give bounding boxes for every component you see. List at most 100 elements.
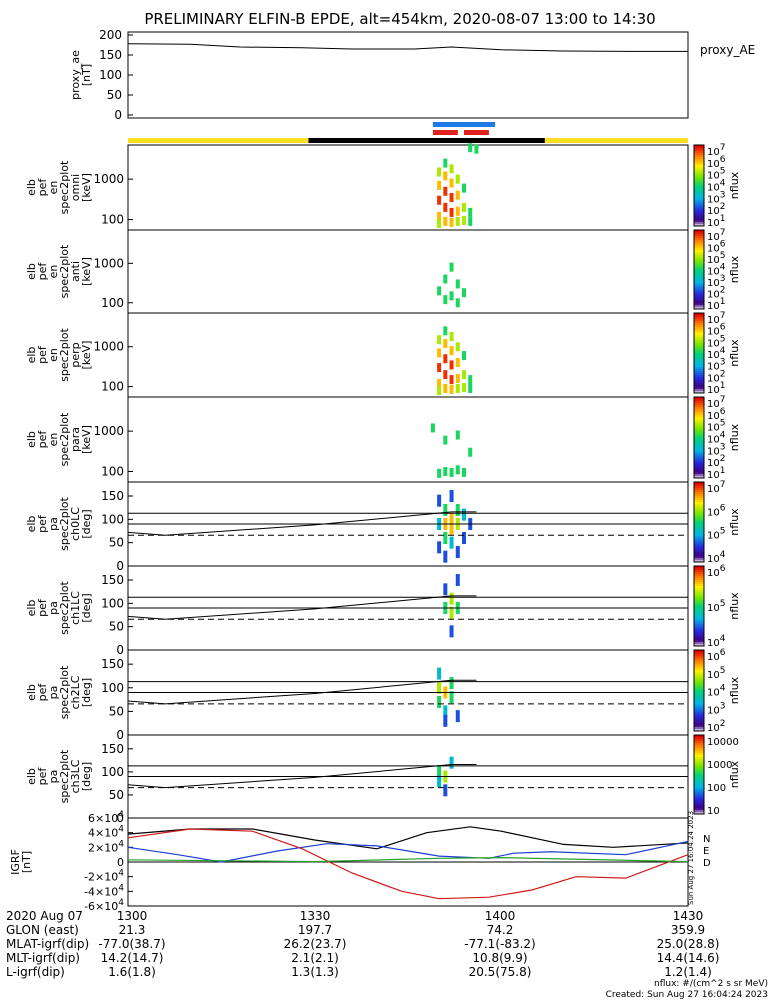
spectrogram-cell [443, 339, 448, 349]
colorbar-cell [694, 423, 704, 426]
spectrogram-en_perp [437, 326, 473, 396]
colorbar-cell [694, 435, 704, 438]
colorbar-cell [694, 259, 704, 263]
colorbar-cell [694, 810, 704, 813]
colorbar-cell [694, 401, 704, 404]
colorbar-tick-label: 107 [707, 143, 725, 158]
colorbar-cell [694, 191, 704, 195]
igrf-ytick-label: -4×104 [84, 883, 124, 898]
spectrogram-cell [443, 550, 448, 563]
colorbar-cell [694, 576, 704, 579]
colorbar-cell [694, 219, 704, 223]
colorbar-cell [694, 624, 704, 627]
colorbar-cell [694, 261, 704, 265]
ytick-label: 50 [109, 788, 124, 802]
colorbar-tick-label: 102 [707, 454, 725, 469]
footer-value: 1430 [673, 909, 704, 923]
colorbar-tick-label: 107 [707, 311, 725, 326]
colorbar-cell [694, 536, 704, 539]
colorbar-cell [694, 359, 704, 362]
colorbar-cell [694, 490, 704, 493]
spectrogram-cell [449, 625, 454, 638]
spectrogram-cell [455, 574, 460, 586]
loss-cone-curve [127, 595, 477, 620]
spectrogram-cell [468, 383, 473, 393]
colorbar-cell [694, 369, 704, 372]
ytick-label: 100 [101, 465, 124, 479]
colorbar-cell [694, 674, 704, 677]
colorbar-cell [694, 251, 704, 255]
colorbar-cell [694, 403, 704, 406]
colorbar-cell [694, 230, 704, 233]
colorbar-cell [694, 690, 704, 694]
colorbar-cell [694, 443, 704, 447]
ylabel-line: elb [25, 179, 38, 196]
colorbar-label: nflux [728, 423, 741, 451]
footer-value: 2.1(2.1) [291, 951, 339, 965]
colorbar-cell [694, 173, 704, 176]
colorbar-cell [694, 656, 704, 659]
ytick-label: 100 [101, 512, 124, 526]
colorbar-cell [694, 215, 704, 219]
colorbar-cell [694, 502, 704, 505]
colorbar-cell [694, 447, 704, 451]
panel-frame-en_omni [127, 144, 689, 231]
spectrogram-cell [437, 195, 442, 205]
colorbar-cell [694, 233, 704, 237]
colorbar-cell [694, 638, 704, 641]
colorbar-cell [694, 431, 704, 434]
proxy-ae-ytick-label: 50 [107, 88, 122, 102]
colorbar-cell [694, 407, 704, 410]
colorbar-cell [694, 161, 704, 164]
status-bar-orbit [308, 138, 545, 143]
colorbar-cell [694, 720, 704, 724]
spectrogram-cell [455, 373, 460, 383]
ylabel-line: pef [36, 767, 49, 786]
colorbar-cell [694, 774, 704, 777]
colorbar-cell [694, 676, 704, 679]
ylabel-line: elb [25, 431, 38, 448]
ytick-label: 150 [101, 742, 124, 756]
colorbar-cell [694, 510, 704, 513]
colorbar-cell [694, 343, 704, 346]
colorbar-cell [694, 632, 704, 635]
colorbar-cell [694, 738, 704, 742]
colorbar-tick-label: 104 [707, 346, 726, 361]
footer-value: -77.1(-83.2) [464, 937, 535, 951]
colorbar-cell [694, 463, 704, 467]
colorbar-tick-label: 107 [707, 395, 725, 410]
status-bar-orbit [544, 138, 688, 143]
colorbar-tick-label: 104 [707, 684, 726, 699]
colorbar-pa_ch3: 10000 1000 100 10 nflux [693, 734, 741, 817]
spectrogram-cell [437, 667, 442, 680]
footer-value: 1300 [117, 909, 148, 923]
colorbar-cell [694, 608, 704, 611]
colorbar-cell [694, 658, 704, 661]
colorbar-cell [694, 746, 704, 750]
colorbar-cell [694, 524, 704, 527]
colorbar-frame [693, 312, 705, 394]
colorbar-cell [694, 383, 704, 386]
colorbar-cell [694, 181, 704, 184]
colorbar-pa_ch1: 106 105 104 nflux [693, 564, 741, 649]
colorbar-cell [694, 582, 704, 585]
panel-frame-en_anti [127, 229, 689, 314]
igrf-legend-label: E [703, 846, 709, 857]
colorbar-cell [694, 780, 704, 783]
colorbar-cell [694, 668, 704, 671]
panel-frame-en_perp [127, 312, 689, 398]
colorbar-cell [694, 439, 704, 443]
ylabel-line: spec2plot [58, 581, 71, 635]
spectrogram-cell [437, 286, 442, 296]
colorbar-tick-label: 10000 [707, 737, 739, 748]
colorbar-cell [694, 786, 704, 789]
spectrogram-cell [462, 370, 466, 380]
ylabel-line: [keV] [80, 425, 93, 454]
colorbar-cell [694, 550, 704, 553]
ytick-label: 100 [101, 765, 124, 779]
colorbar-label: nflux [728, 592, 741, 620]
colorbar-cell [694, 684, 704, 687]
footer-value: 21.3 [119, 923, 146, 937]
colorbar-cell [694, 612, 704, 615]
colorbar-cell [694, 265, 704, 269]
